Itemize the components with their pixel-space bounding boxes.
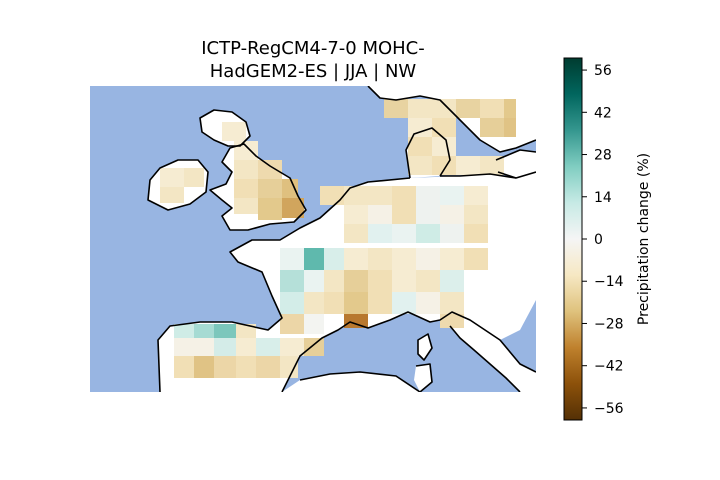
colorbar-tick-label: 42 <box>594 105 612 121</box>
colorbar-tick-label: 56 <box>594 63 612 79</box>
colorbar-label: Precipitation change (%) <box>636 153 652 325</box>
map-title-line-2: HadGEM2-ES | JJA | NW <box>210 61 417 82</box>
colorbar-tick-label: 14 <box>594 190 612 206</box>
map-title-line-1: ICTP-RegCM4-7-0 MOHC- <box>201 38 425 59</box>
precipitation-grid <box>160 99 516 378</box>
colorbar-tick-label: 28 <box>594 148 612 164</box>
colorbar-tick-label: −42 <box>594 359 624 375</box>
colorbar-tick-label: −14 <box>594 274 624 290</box>
colorbar-tick-label: −28 <box>594 316 624 332</box>
colorbar-gradient <box>563 57 583 421</box>
colorbar: 56 42 28 14 0 −14 −28 −42 −56 Precipitation chan… <box>563 57 652 421</box>
colorbar-tick-label: 0 <box>594 232 603 248</box>
colorbar-tick-label: −56 <box>594 401 624 417</box>
coastlines <box>147 86 536 392</box>
map-panel <box>90 86 536 392</box>
colorbar-ticks: 56 42 28 14 0 −14 −28 −42 −56 <box>582 63 624 417</box>
